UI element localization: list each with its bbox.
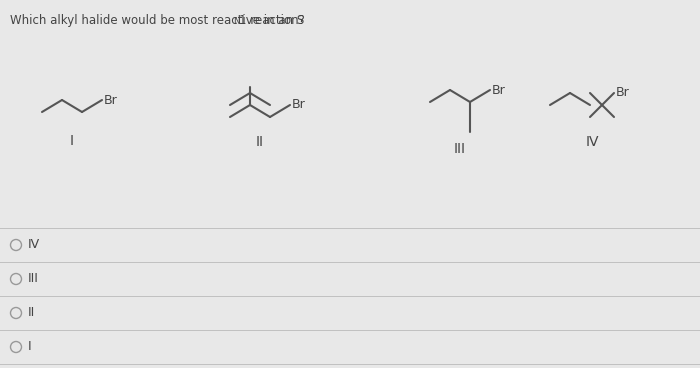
Text: Which alkyl halide would be most reactive in an S: Which alkyl halide would be most reactiv… [10,14,304,27]
Text: N: N [233,17,239,26]
Text: I: I [28,340,32,354]
Text: II: II [256,135,264,149]
Text: Br: Br [104,93,118,106]
Text: III: III [28,272,39,286]
Text: Br: Br [616,86,630,99]
Text: Br: Br [292,99,306,112]
Text: III: III [454,142,466,156]
Text: 1 reaction?: 1 reaction? [239,14,305,27]
Text: I: I [70,134,74,148]
Text: Br: Br [492,84,505,96]
Text: IV: IV [585,135,598,149]
Text: II: II [28,307,35,319]
Text: IV: IV [28,238,40,251]
